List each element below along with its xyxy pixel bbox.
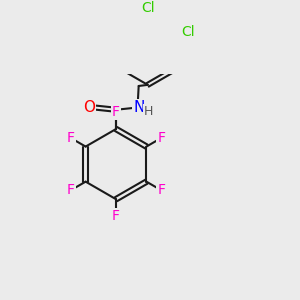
Text: N: N [134, 100, 145, 115]
Text: F: F [157, 183, 165, 197]
Text: Cl: Cl [141, 1, 154, 15]
Text: F: F [67, 183, 75, 197]
Text: F: F [112, 209, 120, 223]
Text: Cl: Cl [182, 25, 195, 39]
Text: O: O [83, 100, 95, 115]
Text: F: F [112, 105, 120, 119]
Text: F: F [157, 131, 165, 145]
Text: H: H [144, 105, 153, 118]
Text: F: F [67, 131, 75, 145]
